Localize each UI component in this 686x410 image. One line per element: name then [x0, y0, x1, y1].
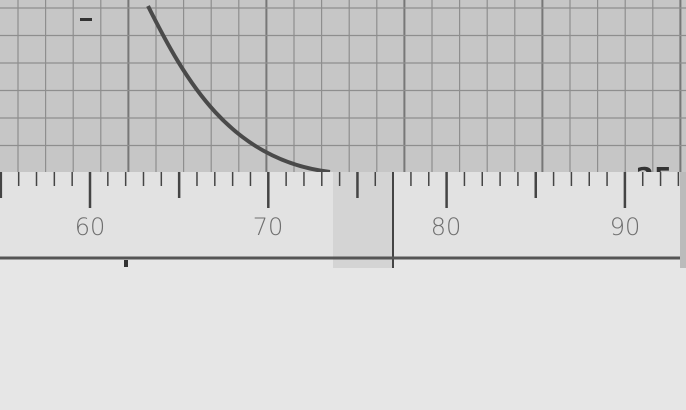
ruler-label: 60 [75, 213, 106, 241]
ruler-label: 90 [610, 213, 641, 241]
paper-label: 25 [636, 163, 672, 193]
ruler-label: 70 [253, 213, 284, 241]
ruler-end [680, 172, 686, 268]
mark [80, 18, 92, 21]
grid [0, 0, 686, 174]
graph-paper [0, 0, 686, 172]
ruler-ticks [0, 172, 680, 208]
curve [146, 5, 331, 174]
ruler-label: 80 [431, 213, 462, 241]
mark [124, 260, 128, 267]
slider [333, 172, 393, 268]
